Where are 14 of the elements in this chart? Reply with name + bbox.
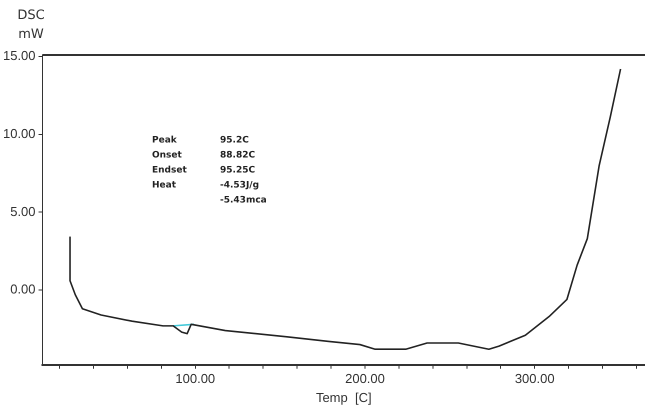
- y-tick-label: 15.00: [2, 48, 36, 64]
- x-tick-label: 200.00: [345, 371, 385, 386]
- y-axis-title: DSC mW: [16, 7, 46, 44]
- y-tick-label: 5.00: [10, 204, 36, 219]
- x-tick-label: 300.00: [514, 371, 555, 386]
- x-axis-title: Temp [C]: [316, 390, 372, 405]
- text: Onset 88.82C: [152, 150, 256, 160]
- text: Heat -4.53J/g: [152, 180, 260, 190]
- x-tick-label: 100.00: [175, 371, 216, 386]
- annotation: -5.43mca: [220, 195, 267, 206]
- text: Peak 95.2C: [152, 135, 249, 146]
- y-tick-label: 10.00: [2, 126, 36, 141]
- y-tick-label: 0.00: [10, 282, 36, 297]
- text: Endset 95.25C: [152, 165, 256, 176]
